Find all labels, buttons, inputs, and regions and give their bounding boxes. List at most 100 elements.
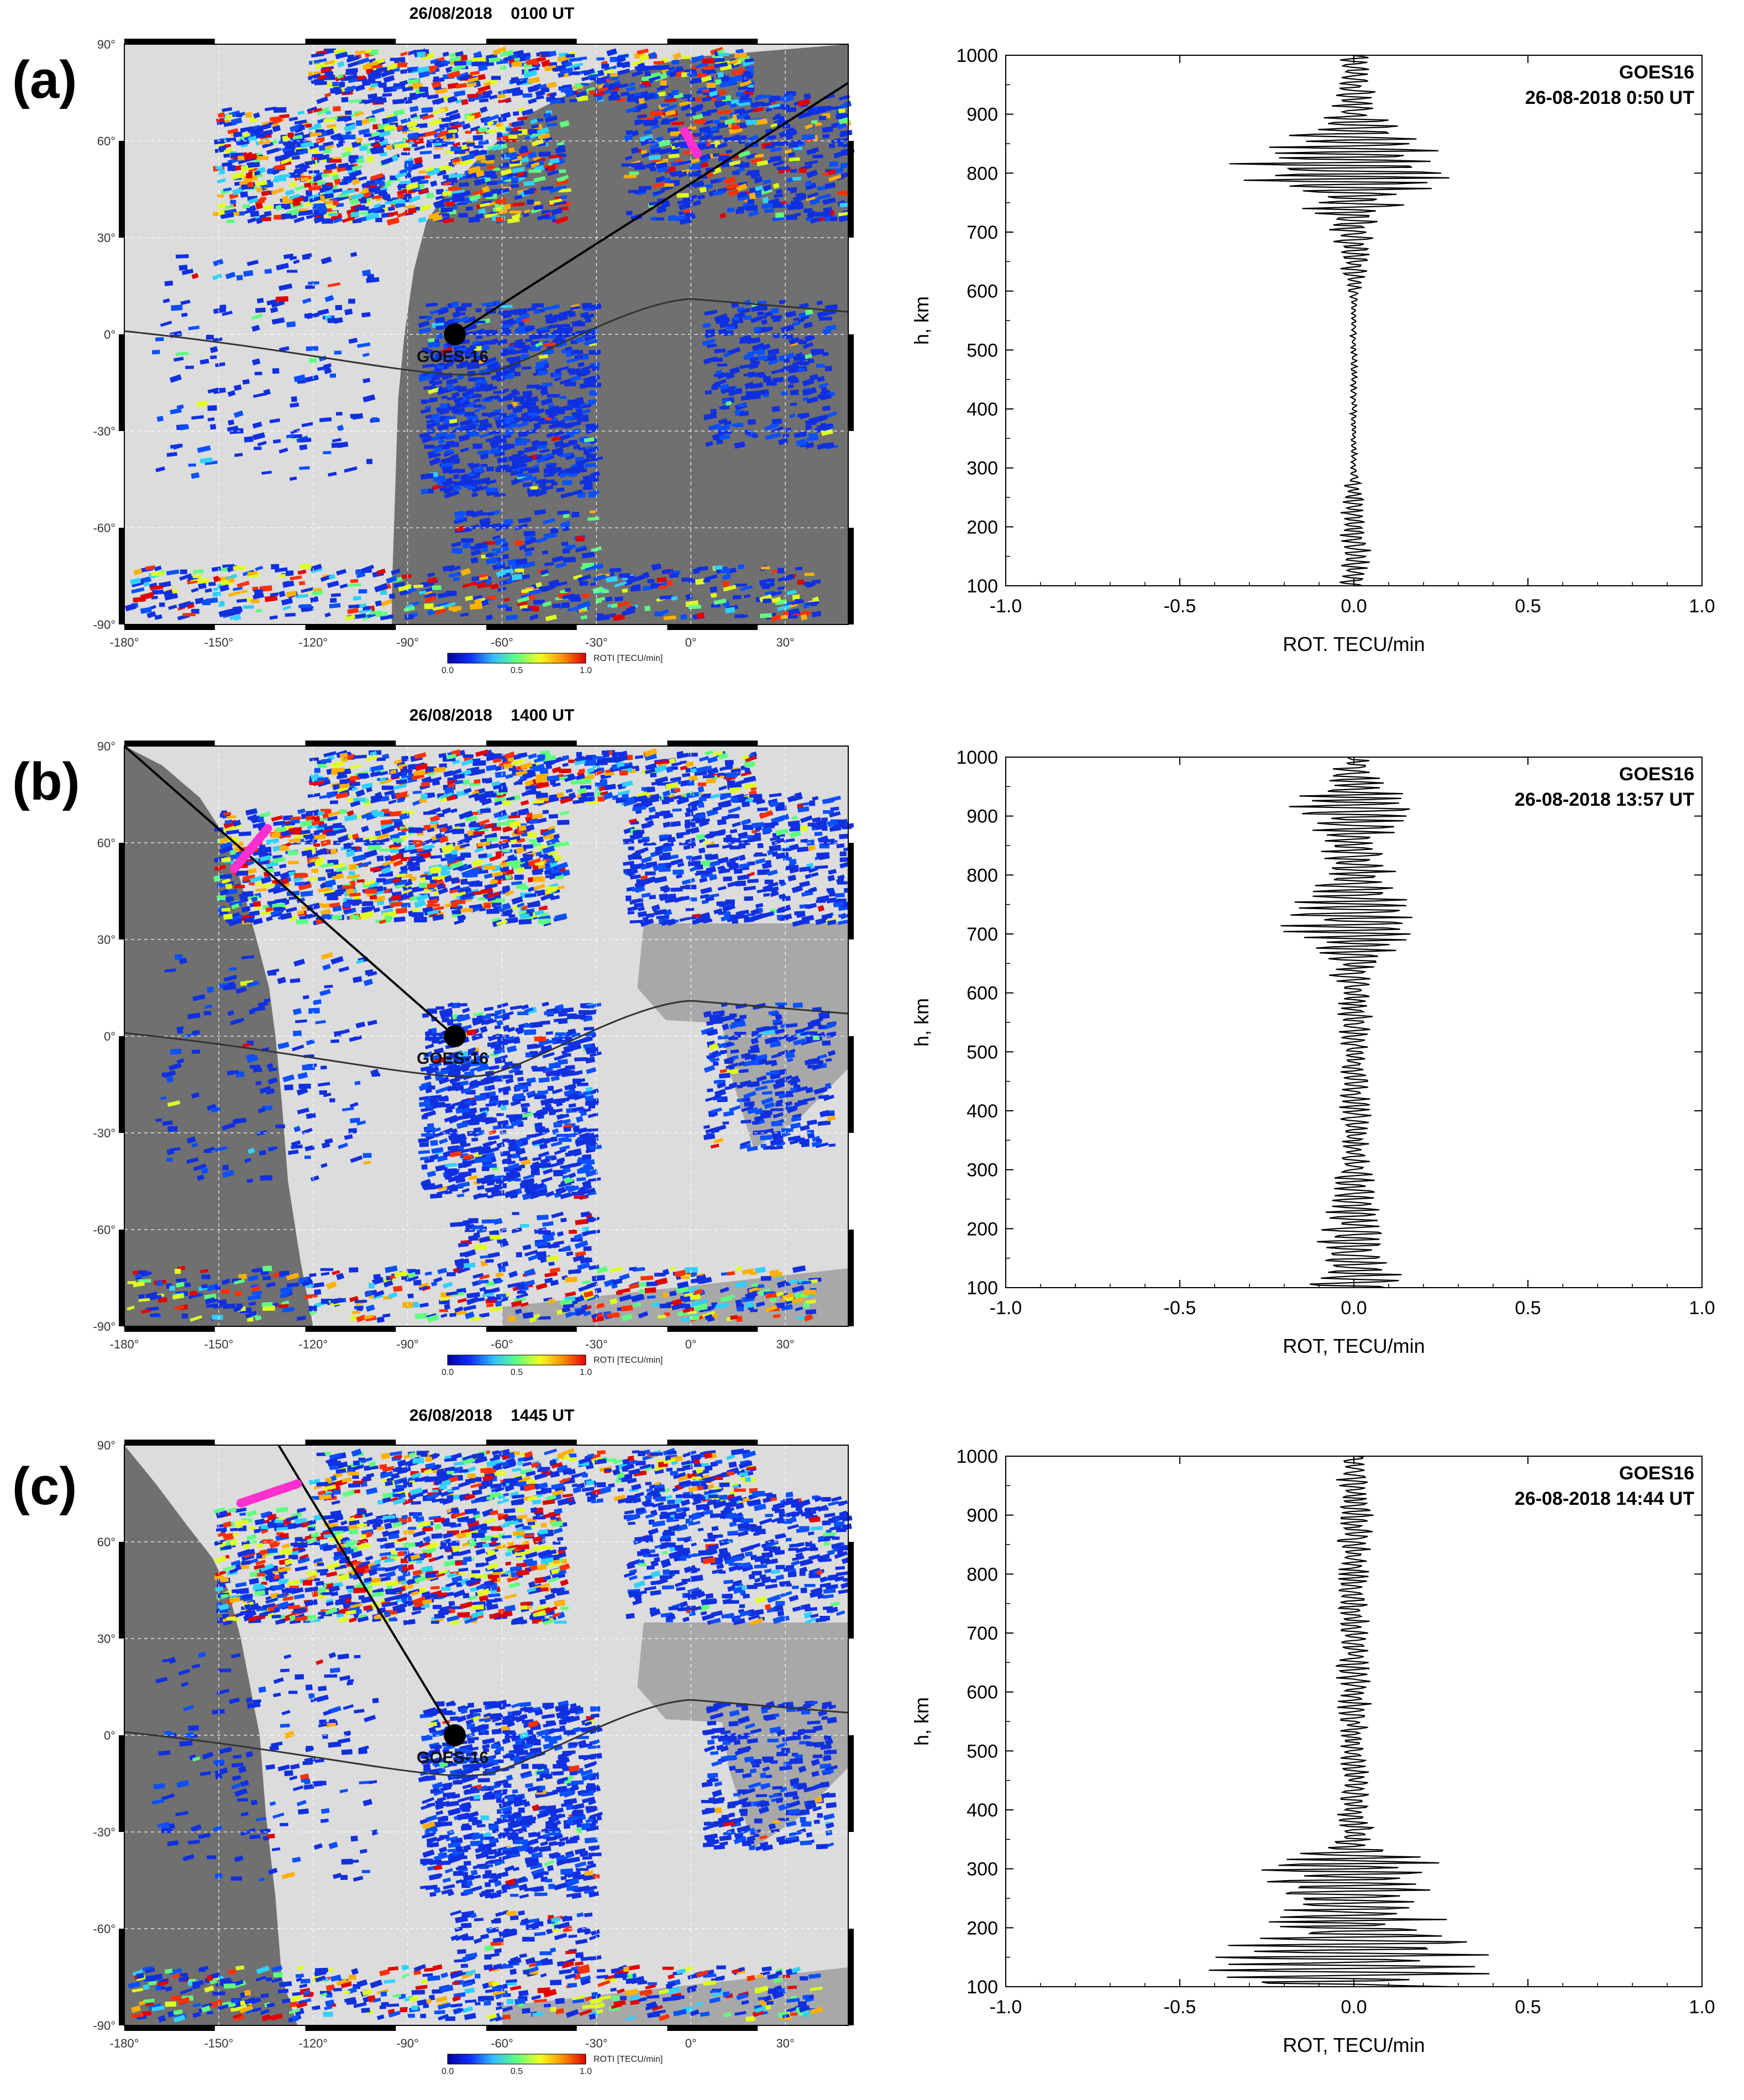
roti-dot	[413, 917, 427, 923]
roti-dot	[789, 413, 796, 418]
roti-dot	[514, 540, 524, 546]
roti-dot	[199, 359, 209, 365]
roti-dot	[744, 381, 754, 390]
roti-dot	[347, 60, 360, 68]
roti-dot	[430, 58, 439, 65]
roti-dot	[780, 93, 794, 102]
roti-dot	[324, 295, 334, 302]
roti-dot	[656, 166, 669, 173]
roti-dot	[293, 170, 303, 174]
roti-dot	[424, 603, 434, 610]
roti-dot	[316, 172, 324, 176]
roti-dot	[503, 568, 514, 575]
roti-dot	[506, 614, 518, 621]
roti-dot	[413, 156, 423, 164]
roti-dot	[522, 93, 533, 98]
roti-dot	[433, 479, 446, 482]
roti-dot	[492, 548, 501, 552]
roti-dot	[221, 907, 230, 912]
border-bar	[848, 528, 854, 624]
roti-dot	[463, 61, 472, 66]
roti-dot	[570, 375, 582, 382]
roti-dot	[168, 604, 177, 610]
roti-dot	[255, 888, 267, 892]
roti-dot	[840, 130, 853, 136]
roti-dot	[391, 155, 399, 162]
roti-dot	[262, 141, 274, 149]
roti-dot	[316, 136, 325, 144]
roti-dot	[436, 333, 443, 339]
roti-dot	[356, 573, 366, 579]
roti-dot	[553, 314, 564, 318]
roti-dot	[747, 198, 755, 204]
roti-dot	[569, 489, 583, 496]
roti-dot	[325, 111, 332, 115]
roti-dot	[248, 162, 260, 168]
roti-dot	[665, 110, 676, 116]
roti-dot	[588, 492, 597, 498]
roti-dot	[828, 143, 836, 149]
roti-dot	[243, 270, 254, 277]
roti-dot	[727, 347, 741, 356]
roti-dot	[486, 165, 495, 169]
roti-dot	[281, 597, 293, 606]
roti-dot	[740, 585, 753, 591]
roti-dot	[426, 192, 434, 199]
roti-dot	[563, 556, 576, 563]
roti-dot	[481, 412, 488, 417]
roti-dot	[773, 182, 780, 189]
roti-dot	[736, 112, 749, 120]
roti-dot	[703, 412, 717, 421]
roti-dot	[288, 860, 300, 865]
roti-dot	[772, 202, 782, 208]
roti-dot	[559, 186, 567, 190]
roti-dot	[233, 566, 246, 570]
roti-dot	[359, 603, 367, 608]
roti-dot	[648, 76, 661, 82]
roti-dot	[769, 432, 781, 439]
roti-dot	[419, 203, 432, 212]
roti-dot	[242, 203, 250, 209]
roti-dot	[802, 377, 815, 387]
roti-dot	[311, 53, 324, 58]
roti-dot	[758, 315, 767, 320]
roti-dot	[517, 116, 528, 121]
roti-dot	[281, 196, 289, 202]
roti-dot	[428, 387, 440, 395]
roti-dot	[650, 773, 657, 778]
roti-dot	[301, 587, 314, 593]
roti-dot	[838, 117, 850, 124]
roti-dot	[714, 62, 728, 69]
roti-dot	[581, 408, 591, 414]
roti-dot	[163, 589, 173, 597]
roti-dot	[450, 65, 462, 73]
roti-dot	[721, 568, 730, 574]
roti-dot	[291, 396, 297, 402]
roti-dot	[411, 115, 419, 119]
roti-dot	[471, 56, 485, 62]
roti-dot	[485, 213, 498, 218]
roti-dot	[703, 579, 710, 582]
roti-dot	[519, 455, 527, 461]
roti-dot	[536, 817, 547, 824]
roti-dot	[508, 134, 518, 140]
roti-dot	[451, 189, 465, 195]
roti-dot	[236, 275, 243, 281]
roti-dot	[522, 416, 532, 423]
roti-dot	[556, 487, 565, 492]
roti-dot	[459, 74, 470, 81]
roti-dot	[528, 169, 542, 173]
roti-dot	[279, 590, 286, 597]
roti-dot	[166, 569, 180, 576]
roti-dot	[380, 614, 394, 621]
roti-dot	[650, 110, 663, 117]
roti-dot	[317, 308, 329, 316]
roti-dot	[419, 150, 432, 155]
roti-dot	[702, 57, 715, 64]
border-bar	[848, 141, 854, 238]
roti-dot	[297, 569, 307, 575]
roti-dot	[333, 200, 339, 206]
roti-dot	[349, 98, 362, 104]
roti-dot	[400, 117, 411, 124]
roti-dot	[387, 177, 401, 183]
